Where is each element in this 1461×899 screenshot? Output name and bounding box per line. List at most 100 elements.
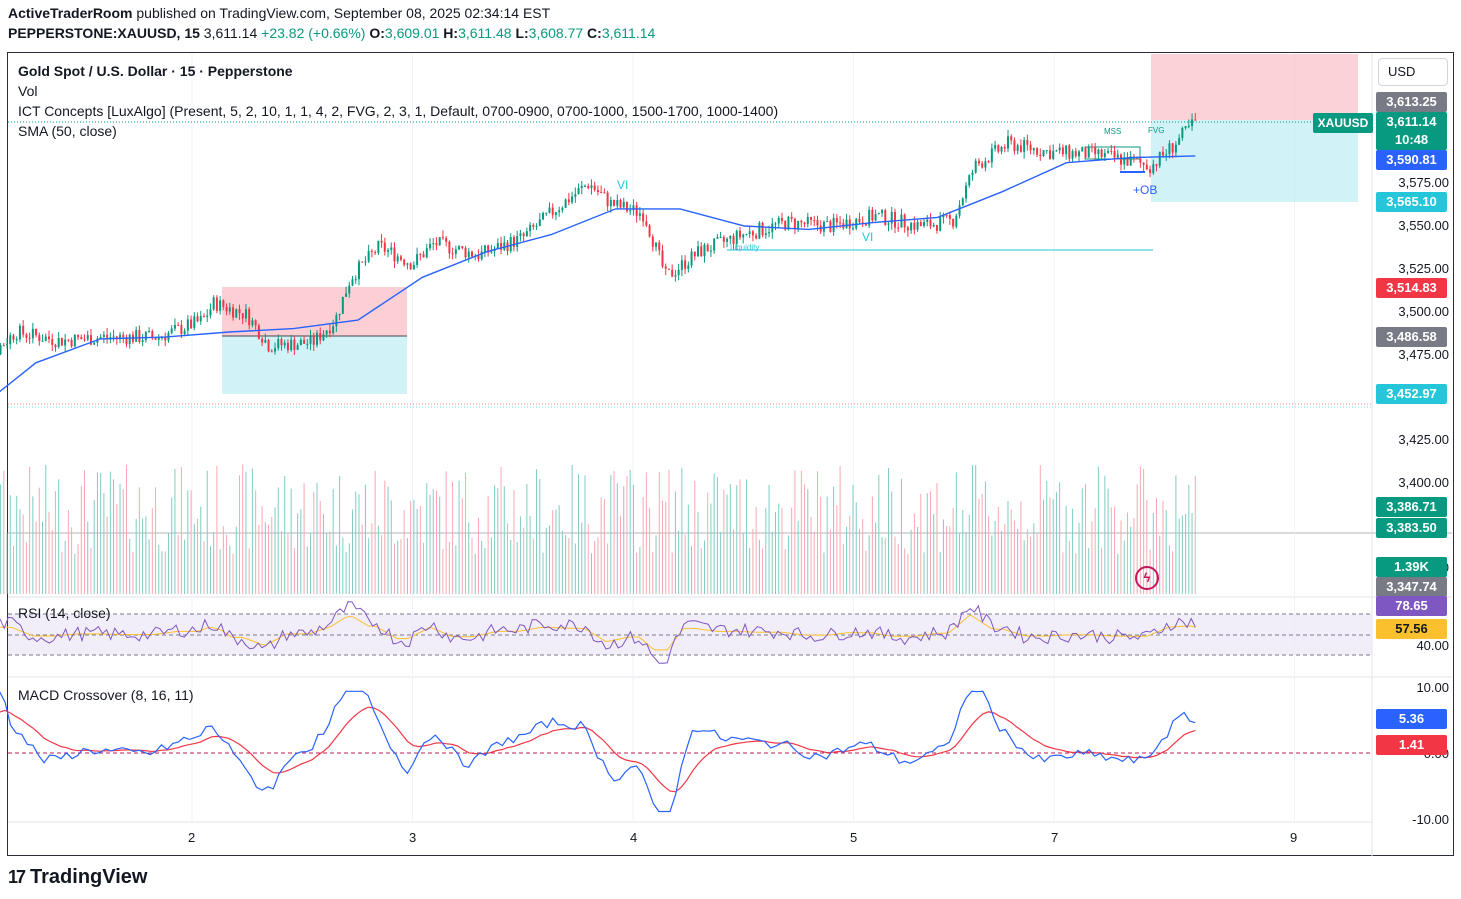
candle-body [1061,147,1064,155]
candle-body [1023,139,1026,152]
candle-body [1120,154,1123,165]
candle-body [1107,150,1110,153]
candle-body [248,309,251,326]
candle-body [480,251,483,260]
candle-body [412,264,415,270]
candle-body [89,335,92,345]
candle-body [370,250,373,252]
candle-body [655,242,658,247]
candle-body [102,334,105,337]
candle-body [338,313,341,316]
candle-body [422,254,425,258]
candle-body [348,285,351,294]
candle-body [948,215,951,219]
ohlc-header: PEPPERSTONE:XAUUSD, 15 3,611.14 +23.82 (… [8,25,655,41]
candle-body [864,224,867,226]
candle-body [761,222,764,236]
candle-body [881,210,884,214]
candle-body [890,212,893,224]
candle-body [768,232,771,234]
candle-body [264,339,267,343]
candle-body [893,212,896,228]
candle-body [345,293,348,297]
candle-body [1087,146,1090,158]
currency-button[interactable]: USD [1378,58,1448,86]
candle-body [1048,150,1051,159]
candle-body [274,348,277,352]
tradingview-mark-icon: 17 [8,867,26,887]
candle-body [529,224,532,232]
price-axis-label: 3,575.00 [1398,175,1449,190]
candle-body [616,200,619,206]
candle-body [141,340,144,343]
candle-body [729,236,732,239]
price-tag: 3,613.25 [1376,92,1447,112]
price-tag: 3,590.81 [1376,150,1447,170]
candle-body [1094,146,1097,155]
candle-body [1042,150,1045,156]
candle-body [267,339,270,352]
candle-body [584,185,587,187]
candle-body [1065,145,1068,155]
candle-body [874,214,877,221]
candle-body [1006,136,1009,149]
candle-body [341,296,344,314]
candle-body [551,207,554,215]
candle-body [667,268,670,270]
price-tag: 3,611.14 [1376,112,1447,132]
candle-body [748,231,751,234]
high-label: H: [443,25,459,41]
price-tag: 3,565.10 [1376,192,1447,212]
time-axis-label: 7 [1051,830,1059,845]
chart-frame[interactable] [7,52,1454,856]
candle-body [180,325,183,335]
stop-zone-1 [222,287,407,336]
candle-body [525,231,528,237]
candle-body [416,254,419,265]
tradingview-logo[interactable]: 17 TradingView [8,866,147,889]
candle-body [196,316,199,322]
candle-body [871,209,874,221]
annotation-label: VI [862,230,873,244]
candle-body [254,320,257,326]
candle-body [777,218,780,224]
candle-body [587,185,590,189]
candle-body [322,334,325,341]
candle-body [790,216,793,219]
candle-body [125,337,128,345]
candle-body [425,248,428,258]
price-axis-label: 3,475.00 [1398,347,1449,362]
candle-body [1123,157,1126,165]
candle-body [512,237,515,247]
candle-body [441,237,444,239]
symbol-tag: XAUUSD [1313,113,1373,133]
candle-body [57,337,60,348]
candle-body [567,199,570,203]
candle-body [119,334,122,339]
candle-body [716,237,719,239]
candle-body [235,309,238,318]
candle-body [164,337,167,341]
candle-body [558,210,561,213]
candle-body [542,212,545,220]
candle-body [965,185,968,199]
time-axis-label: 4 [630,830,638,845]
candle-body [1116,154,1119,158]
rsi-line [0,601,1196,664]
candle-body [994,145,997,149]
price-axis-label: 3,425.00 [1398,432,1449,447]
candle-body [1145,164,1148,170]
candle-body [93,342,96,345]
candle-body [1103,152,1106,157]
macd-axis-label: -10.00 [1412,812,1449,827]
candle-body [1110,150,1113,152]
candle-body [532,224,535,227]
candle-body [780,218,783,221]
candle-body [1155,164,1158,166]
price-tag: 78.65 [1376,596,1447,616]
alert-icon[interactable]: ϟ [1135,566,1159,590]
candle-body [28,337,31,339]
candle-body [722,237,725,242]
open-value: 3,609.01 [384,25,440,41]
